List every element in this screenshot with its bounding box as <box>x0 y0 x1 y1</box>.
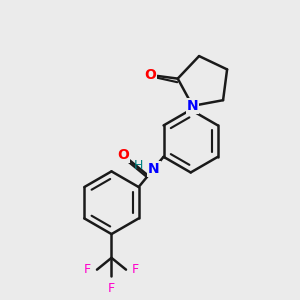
Text: F: F <box>108 282 115 295</box>
Text: N: N <box>148 162 159 176</box>
Text: H: H <box>134 159 143 172</box>
Text: N: N <box>187 99 198 113</box>
Text: F: F <box>132 263 139 276</box>
Text: O: O <box>144 68 156 82</box>
Text: O: O <box>118 148 129 162</box>
Text: F: F <box>84 263 91 276</box>
